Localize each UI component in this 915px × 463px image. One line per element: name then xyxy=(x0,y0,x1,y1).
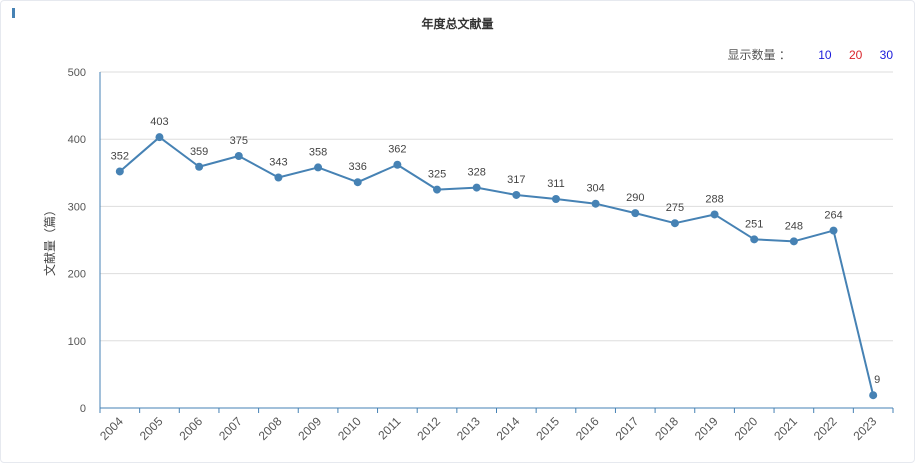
x-tick-label: 2019 xyxy=(692,414,721,443)
x-tick-label: 2015 xyxy=(533,414,562,443)
x-tick-label: 2018 xyxy=(652,414,681,443)
data-point xyxy=(631,209,640,218)
y-tick-label: 0 xyxy=(80,403,86,415)
x-tick-label: 2007 xyxy=(216,414,245,443)
data-point xyxy=(472,183,481,192)
data-point xyxy=(353,178,362,187)
data-label: 343 xyxy=(269,157,287,169)
display-count-label: 显示数量 ： xyxy=(727,48,791,62)
data-point xyxy=(115,167,124,176)
x-tick-label: 2016 xyxy=(573,414,602,443)
chart-title: 年度总文献量 xyxy=(421,17,494,31)
y-tick-label: 200 xyxy=(68,269,86,281)
data-point xyxy=(234,152,243,160)
data-point xyxy=(789,237,798,246)
panel-corner-accent xyxy=(12,8,15,18)
x-tick-label: 2022 xyxy=(811,414,840,443)
data-label: 375 xyxy=(230,135,248,147)
data-label: 328 xyxy=(467,167,485,179)
x-tick-label: 2013 xyxy=(454,414,483,443)
data-point xyxy=(670,219,679,228)
x-tick-label: 2010 xyxy=(335,414,364,443)
data-label: 403 xyxy=(150,116,168,128)
data-label: 317 xyxy=(507,174,525,186)
display-count-option-30[interactable]: 30 xyxy=(879,48,893,62)
data-label: 275 xyxy=(666,202,684,214)
y-tick-label: 300 xyxy=(68,201,86,213)
data-label: 362 xyxy=(388,144,406,156)
y-tick-label: 400 xyxy=(68,134,86,146)
data-point xyxy=(314,163,323,172)
x-tick-label: 2021 xyxy=(771,414,800,443)
data-point xyxy=(393,160,402,169)
x-tick-label: 2005 xyxy=(137,414,166,443)
data-label: 264 xyxy=(824,210,842,222)
x-tick-label: 2004 xyxy=(97,414,126,443)
data-label: 352 xyxy=(111,150,129,162)
x-tick-label: 2006 xyxy=(176,414,205,443)
series-line xyxy=(119,136,875,396)
data-point xyxy=(195,162,204,171)
y-tick-label: 100 xyxy=(68,336,86,348)
data-point xyxy=(512,190,521,199)
display-count-control: 显示数量 ： 10 20 30 xyxy=(728,46,893,63)
data-point xyxy=(433,185,442,194)
data-point xyxy=(274,173,283,182)
data-point xyxy=(829,226,838,235)
data-point xyxy=(591,199,600,208)
data-label: 9 xyxy=(874,374,880,386)
data-label: 359 xyxy=(190,146,208,158)
data-label: 251 xyxy=(745,218,763,230)
data-point xyxy=(869,391,878,400)
x-tick-label: 2012 xyxy=(414,414,443,443)
x-tick-label: 2011 xyxy=(375,414,403,442)
data-label: 325 xyxy=(428,169,446,181)
data-label: 248 xyxy=(785,220,803,232)
data-point xyxy=(551,195,560,204)
data-point xyxy=(155,133,164,142)
x-tick-label: 2020 xyxy=(732,414,761,443)
data-label: 288 xyxy=(705,193,723,205)
data-label: 358 xyxy=(309,146,327,158)
x-tick-label: 2008 xyxy=(256,414,285,443)
data-label: 290 xyxy=(626,192,644,204)
y-axis-label: 文献量（篇） xyxy=(42,204,57,276)
y-tick-label: 500 xyxy=(68,67,86,79)
x-tick-label: 2023 xyxy=(851,414,880,443)
data-point xyxy=(710,210,719,219)
x-tick-label: 2017 xyxy=(613,414,642,443)
display-count-option-20[interactable]: 20 xyxy=(848,48,863,62)
display-count-option-10[interactable]: 10 xyxy=(818,48,832,62)
x-tick-label: 2014 xyxy=(494,414,523,443)
data-label: 304 xyxy=(586,183,604,195)
data-point xyxy=(750,235,759,244)
data-label: 311 xyxy=(547,178,565,190)
x-tick-label: 2009 xyxy=(295,414,324,443)
data-label: 336 xyxy=(349,161,367,173)
